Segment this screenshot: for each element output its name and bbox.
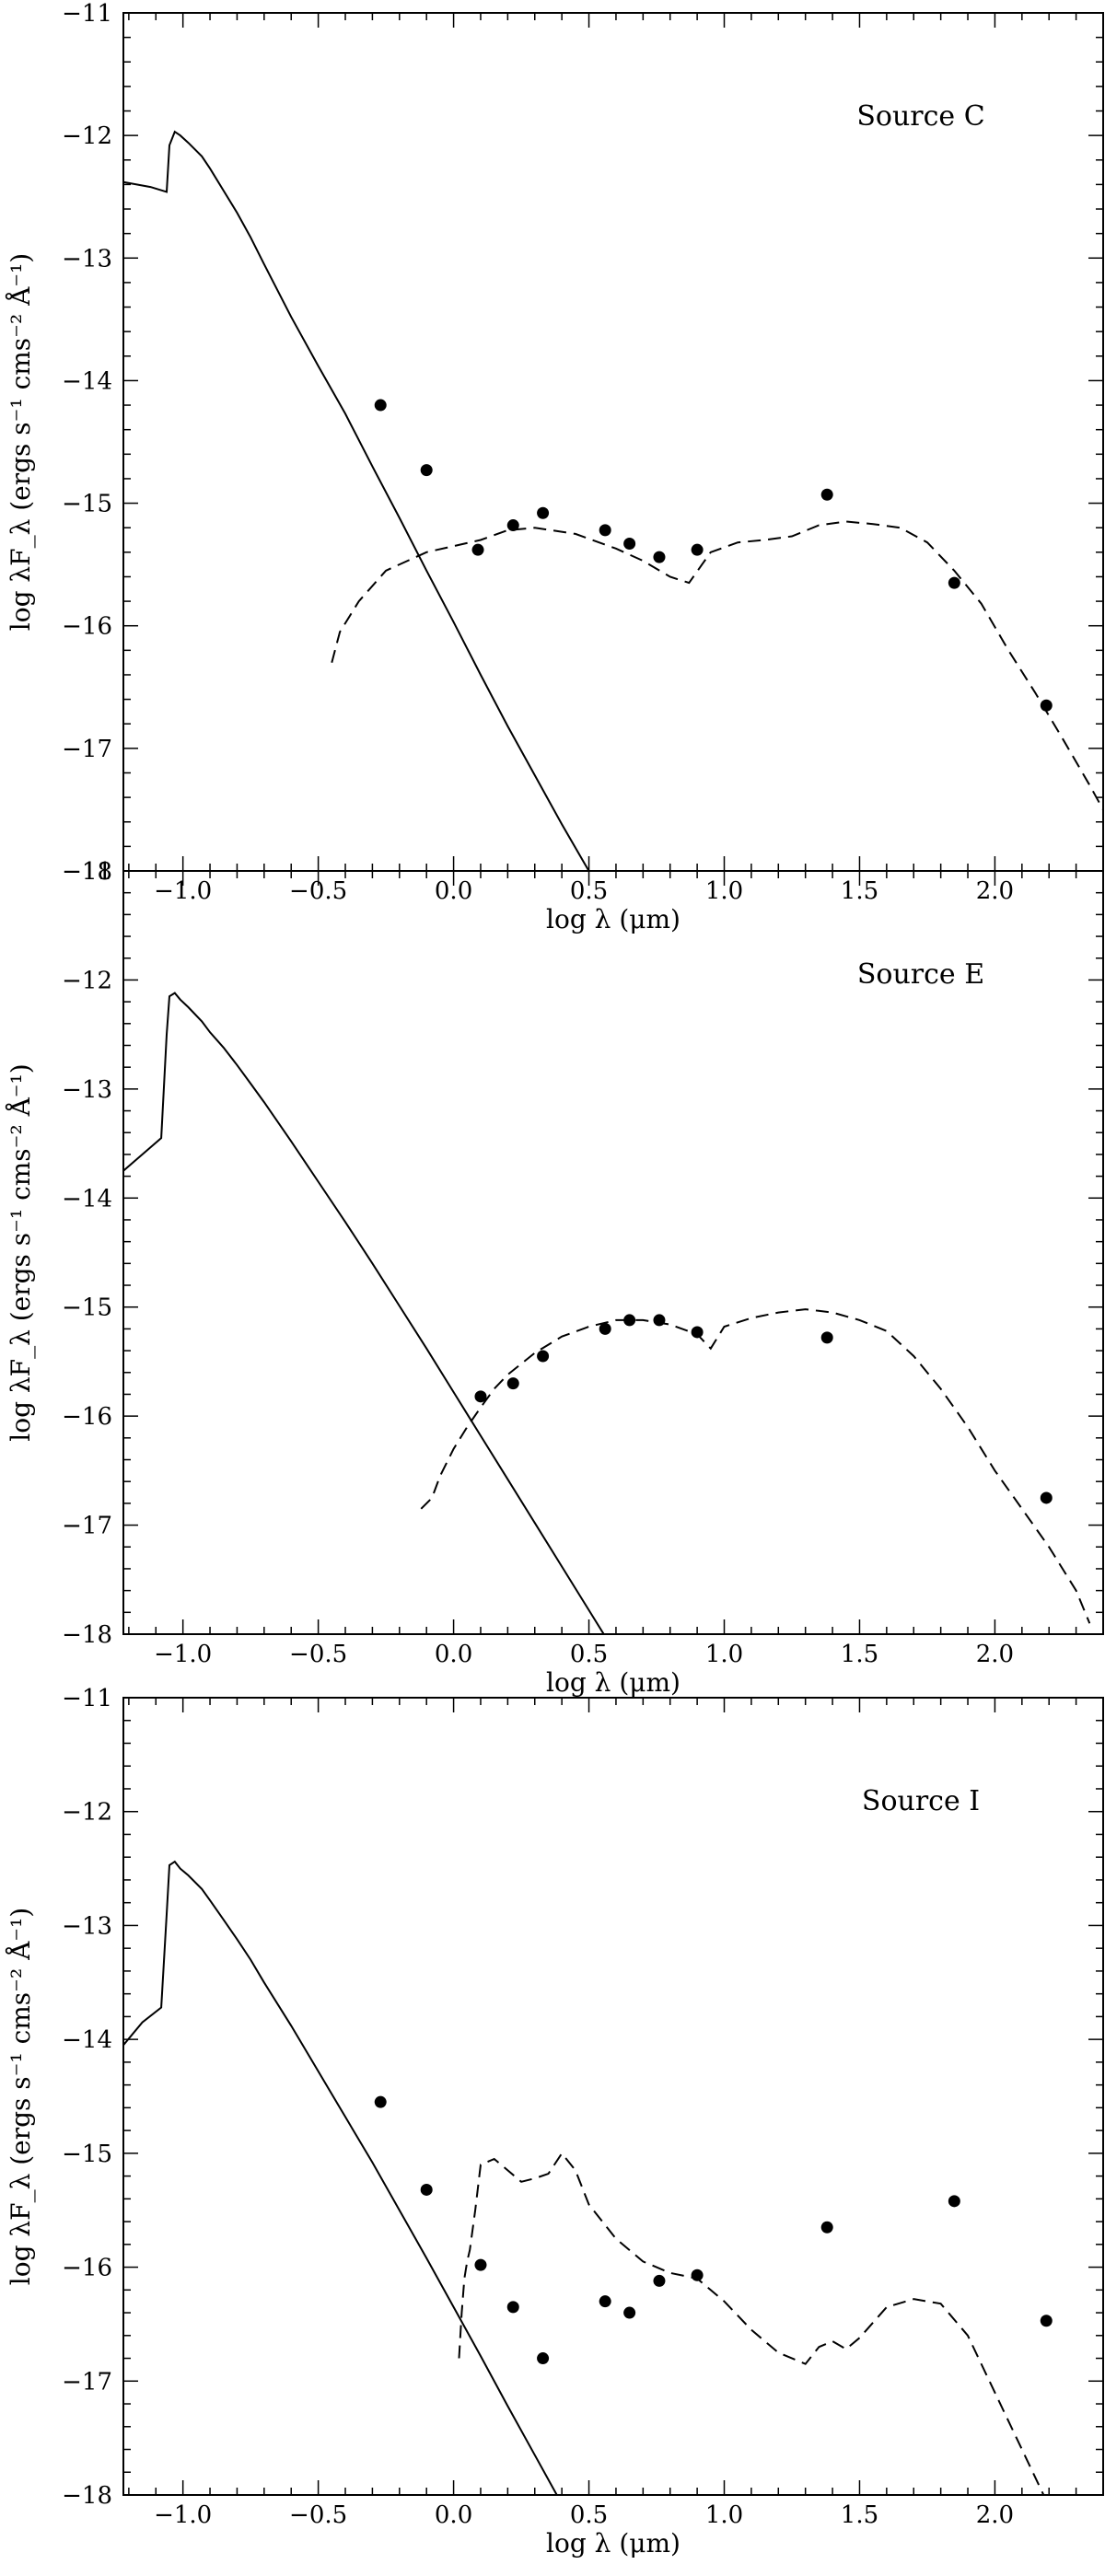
photometry-point [691,1326,704,1339]
y-tick-label: −17 [62,1513,112,1540]
photometry-point [374,2095,387,2108]
x-tick-label: 0.5 [570,2501,608,2529]
photometry-point [948,576,960,589]
y-tick-label: −18 [62,858,112,886]
x-axis-label: log λ (μm) [546,2528,680,2559]
x-tick-label: 0.0 [435,1641,472,1668]
y-tick-label: −17 [62,2368,112,2396]
model-sed-dashed-line [420,1308,1091,1624]
photometry-point [623,538,636,551]
photometry-point [599,524,611,537]
plot-frame [122,1697,1104,2496]
tick-marks [123,870,1104,1635]
y-axis-label: log λF_λ (ergs s⁻¹ cms⁻² Å⁻¹) [6,1063,36,1441]
photometry-point [948,2195,960,2208]
stellar-spectrum-line [123,1860,558,2495]
x-tick-label: −1.0 [154,2501,212,2529]
y-tick-label: −13 [62,1912,112,1940]
x-tick-label: −0.5 [289,1641,347,1668]
model-sed-dashed-line [331,520,1103,812]
x-tick-label: 2.0 [976,1641,1014,1668]
x-tick-label: 0.5 [570,1641,608,1668]
y-tick-label: −16 [62,2255,112,2282]
x-tick-label: 0.0 [435,2501,472,2529]
y-tick-label: −14 [62,2026,112,2054]
y-tick-label: −12 [62,1799,112,1827]
photometry-point [623,2306,636,2319]
y-tick-label: −14 [62,367,112,395]
y-tick-label: −11 [62,0,112,28]
photometry-point [474,2258,487,2271]
y-tick-label: −11 [62,1685,112,1712]
y-axis-label: log λF_λ (ergs s⁻¹ cms⁻² Å⁻¹) [6,1908,36,2285]
photometry-point [1040,1491,1053,1504]
photometry-point [653,1314,666,1327]
x-axis-label: log λ (μm) [546,1667,680,1698]
y-axis-label: log λF_λ (ergs s⁻¹ cms⁻² Å⁻¹) [6,253,36,631]
y-tick-label: −12 [62,967,112,994]
y-tick-label: −18 [62,2482,112,2510]
photometry-point [820,1331,833,1344]
stellar-spectrum-line [123,992,605,1634]
source-label: Source I [862,1785,980,1817]
photometry-point [506,2301,519,2314]
source-label: Source C [856,100,984,133]
y-tick-label: −14 [62,1185,112,1213]
y-tick-label: −15 [62,491,112,518]
x-tick-label: −1.0 [154,1641,212,1668]
x-tick-label: 1.5 [841,2501,878,2529]
photometry-point [537,506,550,519]
photometry-point [1040,699,1053,712]
y-tick-label: −15 [62,2141,112,2168]
photometry-point [420,2183,433,2196]
photometry-point [1040,2315,1053,2327]
y-tick-label: −16 [62,1403,112,1431]
photometry-point [506,1377,519,1390]
photometry-point [471,543,484,556]
plot-frame [122,12,1104,872]
photometry-point [691,543,704,556]
y-tick-label: −13 [62,245,112,273]
y-tick-label: −18 [62,1621,112,1649]
photometry-point [474,1390,487,1403]
source-label: Source E [857,958,984,991]
stellar-spectrum-line [123,130,590,871]
tick-marks [123,12,1104,872]
photometry-point [599,2295,611,2308]
y-tick-label: −17 [62,736,112,763]
y-tick-label: −16 [62,613,112,641]
photometry-point [691,2269,704,2281]
x-tick-label: −0.5 [289,2501,347,2529]
tick-marks [123,1697,1104,2496]
x-tick-label: 1.0 [705,2501,743,2529]
y-tick-label: −15 [62,1294,112,1322]
model-sed-dashed-line [458,2152,1045,2495]
panel-source-e: −1.0 −0.5 0.0 0.5 1.0 1.5 2.0 −18 −17 −16 −15 −14 −1… [6,858,1104,1698]
y-tick-label: −11 [62,858,112,886]
photometry-point [820,488,833,501]
y-tick-label: −13 [62,1076,112,1104]
plot-frame [122,870,1104,1635]
photometry-point [420,464,433,477]
panel-source-i: −1.0 −0.5 0.0 0.5 1.0 1.5 2.0 −18 −17 −16 −15 −14 −1… [6,1685,1104,2559]
y-tick-label: −12 [62,122,112,150]
x-axis-label: log λ (μm) [546,904,680,934]
photometry-point [374,399,387,412]
photometry-point [537,1350,550,1363]
photometry-point [599,1322,611,1335]
x-tick-label: 2.0 [976,2501,1014,2529]
photometry-point [653,2274,666,2287]
x-tick-label: 1.5 [841,1641,878,1668]
panel-source-c: −1.0 −0.5 0.0 0.5 1.0 1.5 2.0−18−17−16−15−14−1… [6,0,1104,934]
photometry-point [506,519,519,532]
photometry-point [537,2352,550,2365]
x-tick-label: 1.0 [705,1641,743,1668]
photometry-point [820,2221,833,2234]
photometry-point [623,1314,636,1327]
photometry-point [653,551,666,563]
